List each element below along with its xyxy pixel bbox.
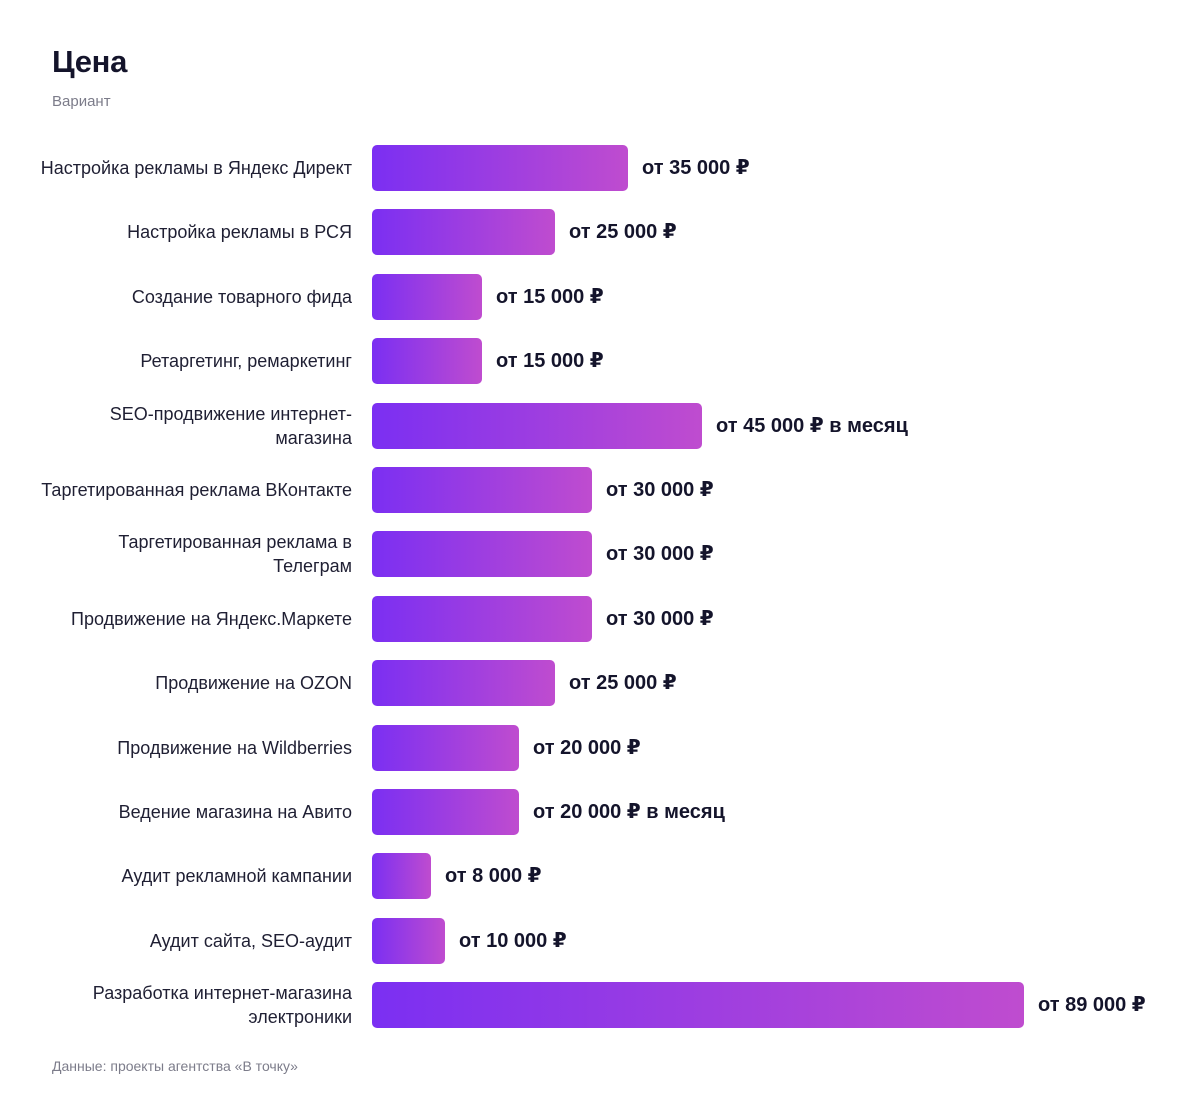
bar: [372, 338, 482, 384]
bar: [372, 725, 519, 771]
category-label: Создание товарного фида: [131, 287, 352, 307]
category-label: Продвижение на OZON: [155, 673, 352, 693]
category-label: SEO-продвижение интернет-магазина: [109, 404, 352, 448]
bar: [372, 403, 702, 449]
value-label: от 25 000 ₽: [569, 221, 677, 243]
bar: [372, 145, 628, 191]
bar: [372, 982, 1024, 1028]
value-label: от 25 000 ₽: [569, 672, 677, 694]
category-label: Таргетированная реклама в Телеграм: [118, 532, 352, 576]
value-label: от 45 000 ₽ в месяц: [716, 415, 908, 437]
value-label: от 20 000 ₽ в месяц: [533, 801, 725, 823]
value-label: от 15 000 ₽: [496, 286, 604, 308]
value-label: от 35 000 ₽: [642, 157, 750, 179]
bar: [372, 918, 445, 964]
bar: [372, 274, 482, 320]
category-label: Продвижение на Wildberries: [117, 738, 352, 758]
bar: [372, 531, 592, 577]
value-label: от 30 000 ₽: [606, 543, 714, 565]
value-label: от 20 000 ₽: [533, 737, 641, 759]
bar: [372, 853, 431, 899]
category-label: Аудит рекламной кампании: [121, 866, 352, 886]
category-label: Ретаргетинг, ремаркетинг: [140, 351, 352, 371]
value-label: от 89 000 ₽: [1038, 994, 1146, 1016]
value-label: от 30 000 ₽: [606, 608, 714, 630]
bar: [372, 789, 519, 835]
category-label: Ведение магазина на Авито: [118, 802, 352, 822]
category-label: Разработка интернет-магазина электроники: [92, 983, 352, 1027]
bar: [372, 209, 555, 255]
bar: [372, 660, 555, 706]
category-label: Настройка рекламы в Яндекс Директ: [40, 158, 352, 178]
chart-subtitle: Вариант: [52, 93, 111, 110]
category-label: Таргетированная реклама ВКонтакте: [41, 480, 352, 500]
value-label: от 15 000 ₽: [496, 350, 604, 372]
bar: [372, 596, 592, 642]
category-label: Продвижение на Яндекс.Маркете: [71, 609, 352, 629]
value-label: от 30 000 ₽: [606, 479, 714, 501]
data-source-note: Данные: проекты агентства «В точку»: [52, 1058, 298, 1074]
category-label: Аудит сайта, SEO-аудит: [149, 931, 352, 951]
value-label: от 10 000 ₽: [459, 930, 567, 952]
chart-title: Цена: [52, 44, 128, 79]
category-label: Настройка рекламы в РСЯ: [127, 222, 352, 242]
value-label: от 8 000 ₽: [445, 865, 542, 887]
bar: [372, 467, 592, 513]
